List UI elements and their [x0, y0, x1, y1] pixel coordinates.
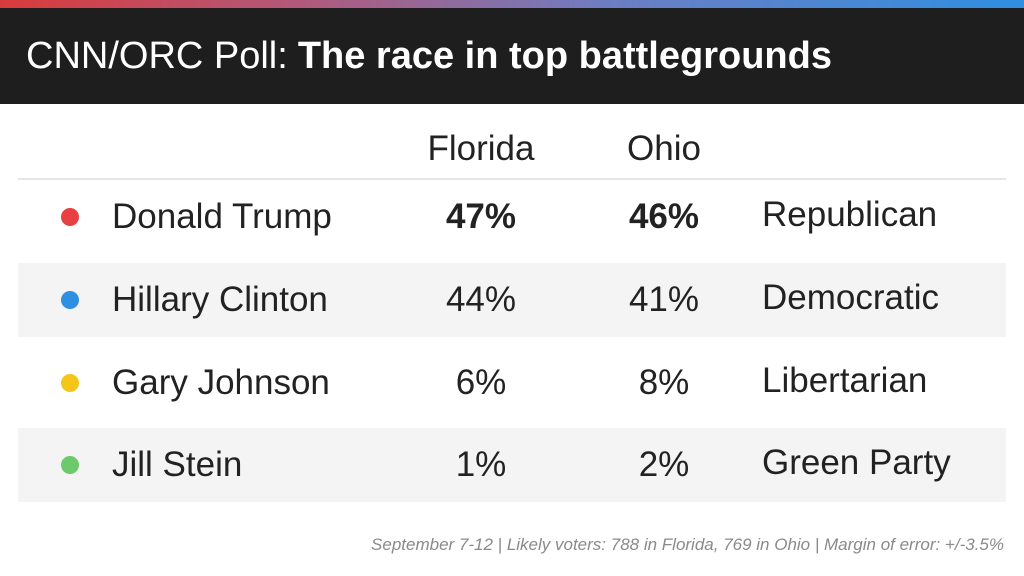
candidate-name: Hillary Clinton	[112, 280, 328, 319]
title-banner: CNN/ORC Poll: The race in top battlegroun…	[0, 8, 1024, 104]
ohio-value: 46%	[628, 197, 700, 236]
florida-value: 44%	[445, 280, 517, 319]
party-label: Republican	[762, 195, 938, 234]
ohio-value: 2%	[638, 445, 690, 484]
table-row-clinton: Hillary Clinton 44% 41% Democratic	[18, 263, 1006, 337]
candidate-name: Jill Stein	[112, 445, 243, 484]
header-divider	[18, 178, 1006, 180]
table-row-trump: Donald Trump 47% 46% Republican	[18, 180, 1006, 254]
column-header-florida: Florida	[427, 129, 535, 168]
table-row-johnson: Gary Johnson 6% 8% Libertarian	[18, 346, 1006, 420]
candidate-name: Gary Johnson	[112, 363, 330, 402]
party-label: Green Party	[762, 443, 951, 482]
ohio-value: 8%	[638, 363, 690, 402]
candidate-name: Donald Trump	[112, 197, 332, 236]
accent-gradient-bar	[0, 0, 1024, 8]
title-prefix: CNN/ORC Poll:	[26, 34, 288, 77]
page-title: CNN/ORC Poll: The race in top battlegroun…	[26, 35, 832, 78]
florida-value: 6%	[455, 363, 507, 402]
party-label: Democratic	[762, 278, 939, 317]
florida-value: 1%	[455, 445, 507, 484]
title-main: The race in top battlegrounds	[297, 34, 832, 77]
green-dot-icon	[61, 456, 79, 474]
source-footnote: September 7-12 | Likely voters: 788 in F…	[371, 535, 1004, 554]
republican-dot-icon	[61, 208, 79, 226]
florida-value: 47%	[445, 197, 517, 236]
table-row-stein: Jill Stein 1% 2% Green Party	[18, 428, 1006, 502]
ohio-value: 41%	[628, 280, 700, 319]
party-label: Libertarian	[762, 361, 928, 400]
column-header-ohio: Ohio	[627, 129, 701, 168]
libertarian-dot-icon	[61, 374, 79, 392]
democratic-dot-icon	[61, 291, 79, 309]
